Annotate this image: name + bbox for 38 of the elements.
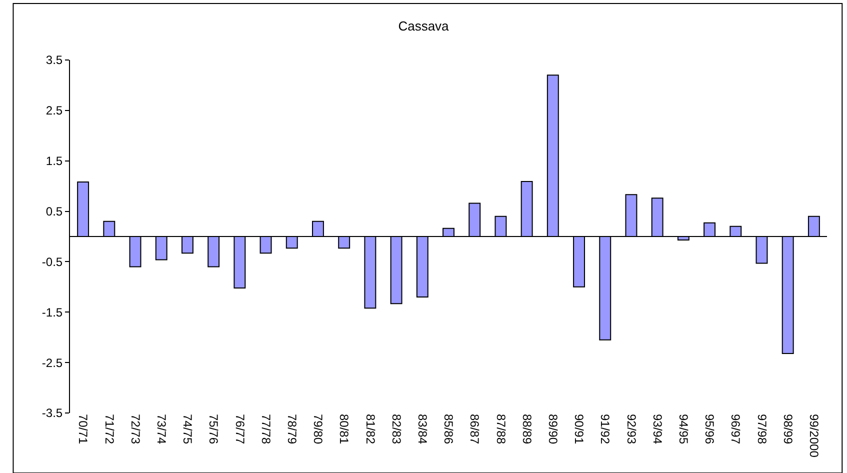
x-tick-label: 94/95 (676, 414, 691, 444)
x-tick-label: 90/91 (572, 414, 586, 444)
x-tick-label: 93/94 (650, 414, 664, 444)
x-tick-label: 88/89 (520, 414, 534, 444)
x-tick-label: 70/71 (76, 414, 90, 444)
y-tick-label: -1.5 (42, 305, 63, 320)
y-tick-label: 1.5 (46, 154, 63, 168)
x-tick-label: 99/2000 (807, 414, 822, 458)
x-tick-label: 83/84 (416, 414, 430, 444)
x-tick-label: 91/92 (598, 414, 612, 444)
x-tick-label: 92/93 (624, 414, 638, 444)
x-tick-label: 73/74 (154, 414, 168, 444)
x-tick-label: 82/83 (389, 414, 404, 444)
y-tick-label: -0.5 (42, 254, 63, 269)
x-tick-label: 98/99 (780, 414, 795, 444)
y-tick-label: -2.5 (42, 356, 63, 370)
y-tick-label: 0.5 (46, 204, 63, 218)
y-tick-label: 2.5 (46, 104, 63, 118)
chart-title: Cassava (398, 18, 450, 34)
x-tick-label: 72/73 (128, 414, 142, 444)
x-tick-label: 97/98 (754, 414, 769, 444)
x-tick-label: 85/86 (442, 414, 456, 444)
x-tick-label: 76/77 (232, 414, 247, 444)
x-tick-label: 87/88 (494, 414, 508, 444)
y-tick-label: -3.5 (42, 406, 63, 420)
x-tick-label: 80/81 (337, 414, 352, 444)
x-tick-label: 75/76 (206, 414, 221, 444)
x-tick-label: 71/72 (102, 414, 116, 444)
x-tick-label: 81/82 (363, 414, 378, 444)
x-tick-label: 96/97 (728, 414, 743, 444)
x-tick-label: 86/87 (468, 414, 482, 444)
y-tick-label: 3.5 (46, 53, 63, 68)
x-tick-label: 95/96 (702, 414, 717, 444)
x-tick-label: 79/80 (311, 414, 326, 444)
x-tick-label: 77/78 (258, 414, 273, 444)
x-tick-label: 78/79 (284, 414, 299, 444)
x-tick-label: 74/75 (180, 414, 195, 444)
x-tick-label: 89/90 (546, 414, 560, 444)
